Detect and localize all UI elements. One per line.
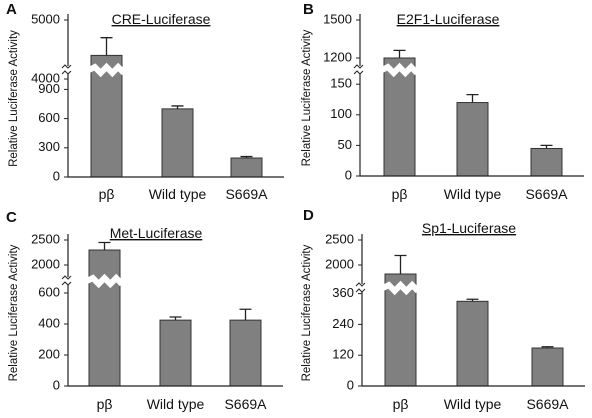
- x-tick-label: S669A: [526, 396, 569, 412]
- y-tick-label: 0: [53, 168, 60, 183]
- panel-title: E2F1-Luciferase: [397, 11, 500, 27]
- x-tick-label: Wild type: [149, 186, 207, 202]
- panel-letter: B: [303, 1, 314, 18]
- y-tick-label: 120: [332, 347, 354, 362]
- bar-wild-type: [159, 319, 192, 387]
- axis-break-symbol: [61, 275, 72, 286]
- y-tick-label: 0: [347, 377, 354, 392]
- panel-d: D Sp1-Luciferase Relative Luciferase Activ…: [301, 207, 585, 412]
- error-bar: [393, 49, 406, 58]
- x-tick-label: pβ: [392, 186, 408, 202]
- axis-break-gap: [65, 277, 71, 285]
- panel-letter: D: [303, 207, 314, 224]
- axis-break-mark: [380, 62, 420, 78]
- bar-p: [90, 54, 123, 178]
- panel-title: Sp1-Luciferase: [422, 220, 516, 236]
- error-bar: [100, 37, 113, 56]
- error-bar: [169, 316, 182, 321]
- y-tick-label: 360: [332, 285, 354, 300]
- axis-break-mark: [381, 280, 421, 296]
- axis-break-symbol: [355, 282, 366, 293]
- x-tick-label: Wild type: [147, 396, 205, 412]
- y-axis-label: Relative Luciferase Activity: [301, 244, 313, 381]
- axis-break-symbol: [61, 64, 72, 75]
- axis-break-gap: [65, 66, 71, 74]
- y-tick-label: 2500: [31, 231, 60, 246]
- error-bar: [394, 254, 407, 274]
- y-axis-label: Relative Luciferase Activity: [8, 30, 20, 167]
- axis-break-gap: [359, 284, 365, 292]
- y-tick-label: 5000: [31, 11, 60, 26]
- x-tick-label: S669A: [525, 186, 568, 202]
- panel-title: CRE-Luciferase: [112, 11, 211, 27]
- y-tick-label: 600: [38, 110, 60, 125]
- bar-p: [384, 273, 417, 387]
- x-tick-label: Wild type: [444, 396, 502, 412]
- y-axis-label: Relative Luciferase Activity: [8, 244, 20, 381]
- y-tick-label: 900: [38, 81, 60, 96]
- bar-wild-type: [456, 102, 489, 177]
- y-tick-label: 2500: [325, 231, 354, 246]
- panel-letter: C: [6, 209, 17, 226]
- x-tick-label: S669A: [225, 186, 268, 202]
- x-tick-label: pβ: [97, 396, 113, 412]
- y-tick-label: 1200: [323, 49, 352, 64]
- panel-a: A CRE-Luciferase Relative Luciferase Activ…: [6, 1, 284, 202]
- bar-s669a: [530, 147, 563, 177]
- y-tick-label: 600: [38, 284, 60, 299]
- x-tick-label: S669A: [224, 396, 267, 412]
- error-bar: [541, 346, 554, 349]
- panel-b: B E2F1-Luciferase Relative Luciferase Acti…: [301, 1, 584, 202]
- bar-p: [88, 249, 121, 387]
- y-tick-label: 0: [53, 377, 60, 392]
- y-tick-label: 100: [330, 106, 352, 121]
- bar-s669a: [230, 157, 263, 178]
- y-tick-label: 50: [338, 137, 352, 152]
- bar-wild-type: [161, 108, 194, 178]
- axis-break-symbol: [353, 64, 364, 75]
- x-tick-label: pβ: [393, 396, 409, 412]
- y-tick-label: 150: [330, 76, 352, 91]
- y-tick-label: 1500: [323, 11, 352, 26]
- error-bar: [466, 298, 479, 302]
- panel-c: C Met-Luciferase Relative Luciferase Activ…: [6, 209, 283, 412]
- bar-wild-type: [456, 300, 489, 387]
- axis-break-mark: [85, 273, 125, 289]
- y-axis-label: Relative Luciferase Activity: [301, 29, 313, 166]
- bar-p: [383, 57, 416, 177]
- axis-break-gap: [357, 66, 363, 74]
- x-tick-label: pβ: [99, 186, 115, 202]
- y-tick-label: 2000: [31, 256, 60, 271]
- axis-break-mark: [87, 62, 127, 78]
- error-bar: [466, 93, 479, 103]
- x-tick-label: Wild type: [444, 186, 502, 202]
- y-tick-label: 400: [38, 315, 60, 330]
- bar-s669a: [229, 319, 262, 387]
- bar-s669a: [531, 347, 564, 387]
- panel-letter: A: [6, 1, 17, 18]
- error-bar: [239, 308, 252, 321]
- error-bar: [171, 105, 184, 109]
- panel-title: Met-Luciferase: [110, 225, 203, 241]
- y-tick-label: 0: [345, 167, 352, 182]
- y-tick-label: 300: [38, 139, 60, 154]
- y-tick-label: 2000: [325, 256, 354, 271]
- error-bar: [98, 241, 111, 250]
- y-tick-label: 4000: [31, 70, 60, 85]
- y-tick-label: 240: [332, 316, 354, 331]
- error-bar: [540, 144, 553, 149]
- y-tick-label: 200: [38, 346, 60, 361]
- error-bar: [240, 155, 253, 159]
